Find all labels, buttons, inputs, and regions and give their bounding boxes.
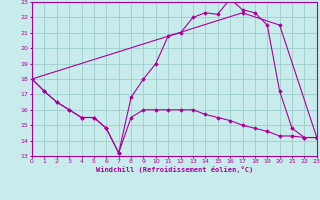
X-axis label: Windchill (Refroidissement éolien,°C): Windchill (Refroidissement éolien,°C) [96,166,253,173]
